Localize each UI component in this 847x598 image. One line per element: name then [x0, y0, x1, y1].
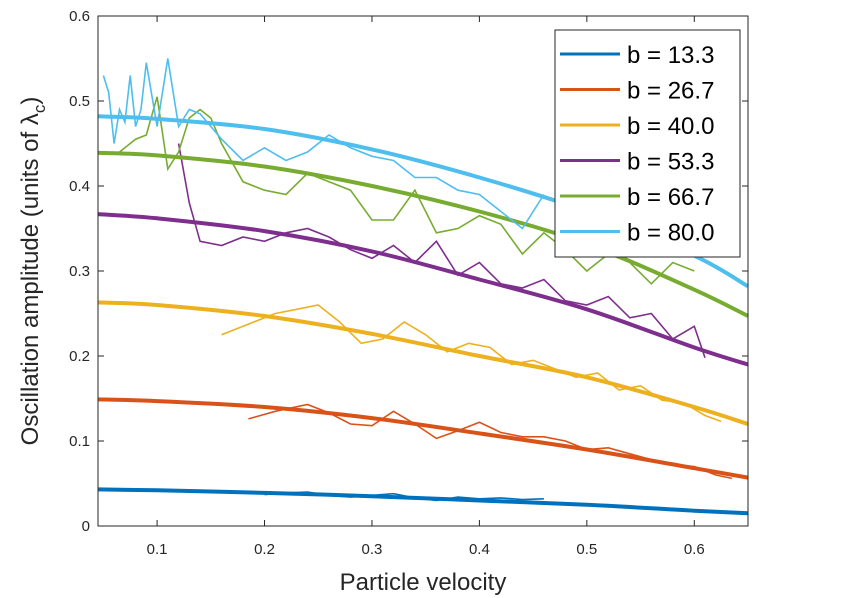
y-tick-label: 0.2: [69, 348, 90, 365]
series-4-data-line: [177, 143, 706, 358]
series-3-data-line: [221, 304, 722, 423]
legend-label-4: b = 53.3: [627, 149, 714, 176]
legend-label-5: b = 66.7: [627, 184, 714, 211]
legend: b = 13.3 b = 26.7 b = 40.0 b = 53.3 b = 66.7…: [554, 29, 741, 258]
series-1-fit-curve: [97, 487, 749, 516]
y-tick-label: 0.4: [69, 178, 90, 195]
x-axis-label: Particle velocity: [340, 569, 507, 596]
legend-box: [554, 29, 741, 258]
y-tick-label: 0.1: [69, 433, 90, 450]
x-tick-label: 0.6: [684, 541, 705, 558]
x-tick-label: 0.2: [254, 541, 275, 558]
legend-label-3: b = 40.0: [627, 113, 714, 140]
series-4-fit-curve: [97, 212, 749, 367]
x-tick-label: 0.5: [576, 541, 597, 558]
data-layer: [97, 58, 749, 516]
legend-label-6: b = 80.0: [627, 220, 714, 247]
x-tick-label: 0.4: [469, 541, 490, 558]
legend-label-2: b = 26.7: [627, 78, 714, 105]
y-axis-label: Oscillation amplitude (units of λc): [17, 97, 49, 446]
y-axis-ticks: 0 0.1 0.2 0.3 0.4 0.5 0.6: [69, 8, 748, 535]
y-tick-label: 0.3: [69, 263, 90, 280]
series-5-data-line: [119, 96, 695, 285]
x-tick-label: 0.1: [147, 541, 168, 558]
y-axis-label-close: ): [17, 97, 44, 105]
y-axis-label-subscript: c: [30, 104, 49, 113]
x-tick-label: 0.3: [362, 541, 383, 558]
y-tick-label: 0.6: [69, 8, 90, 25]
series-6-data-line: [102, 58, 545, 230]
y-tick-label: 0: [82, 518, 90, 535]
y-axis-label-main: Oscillation amplitude (units of λ: [17, 113, 44, 445]
series-2-fit-curve: [97, 397, 749, 480]
y-tick-label: 0.5: [69, 93, 90, 110]
series-3-fit-curve: [97, 300, 749, 426]
x-axis-ticks: 0.1 0.2 0.3 0.4 0.5 0.6: [147, 16, 705, 558]
series-5-fit-curve: [97, 150, 749, 318]
legend-label-1: b = 13.3: [627, 42, 714, 69]
